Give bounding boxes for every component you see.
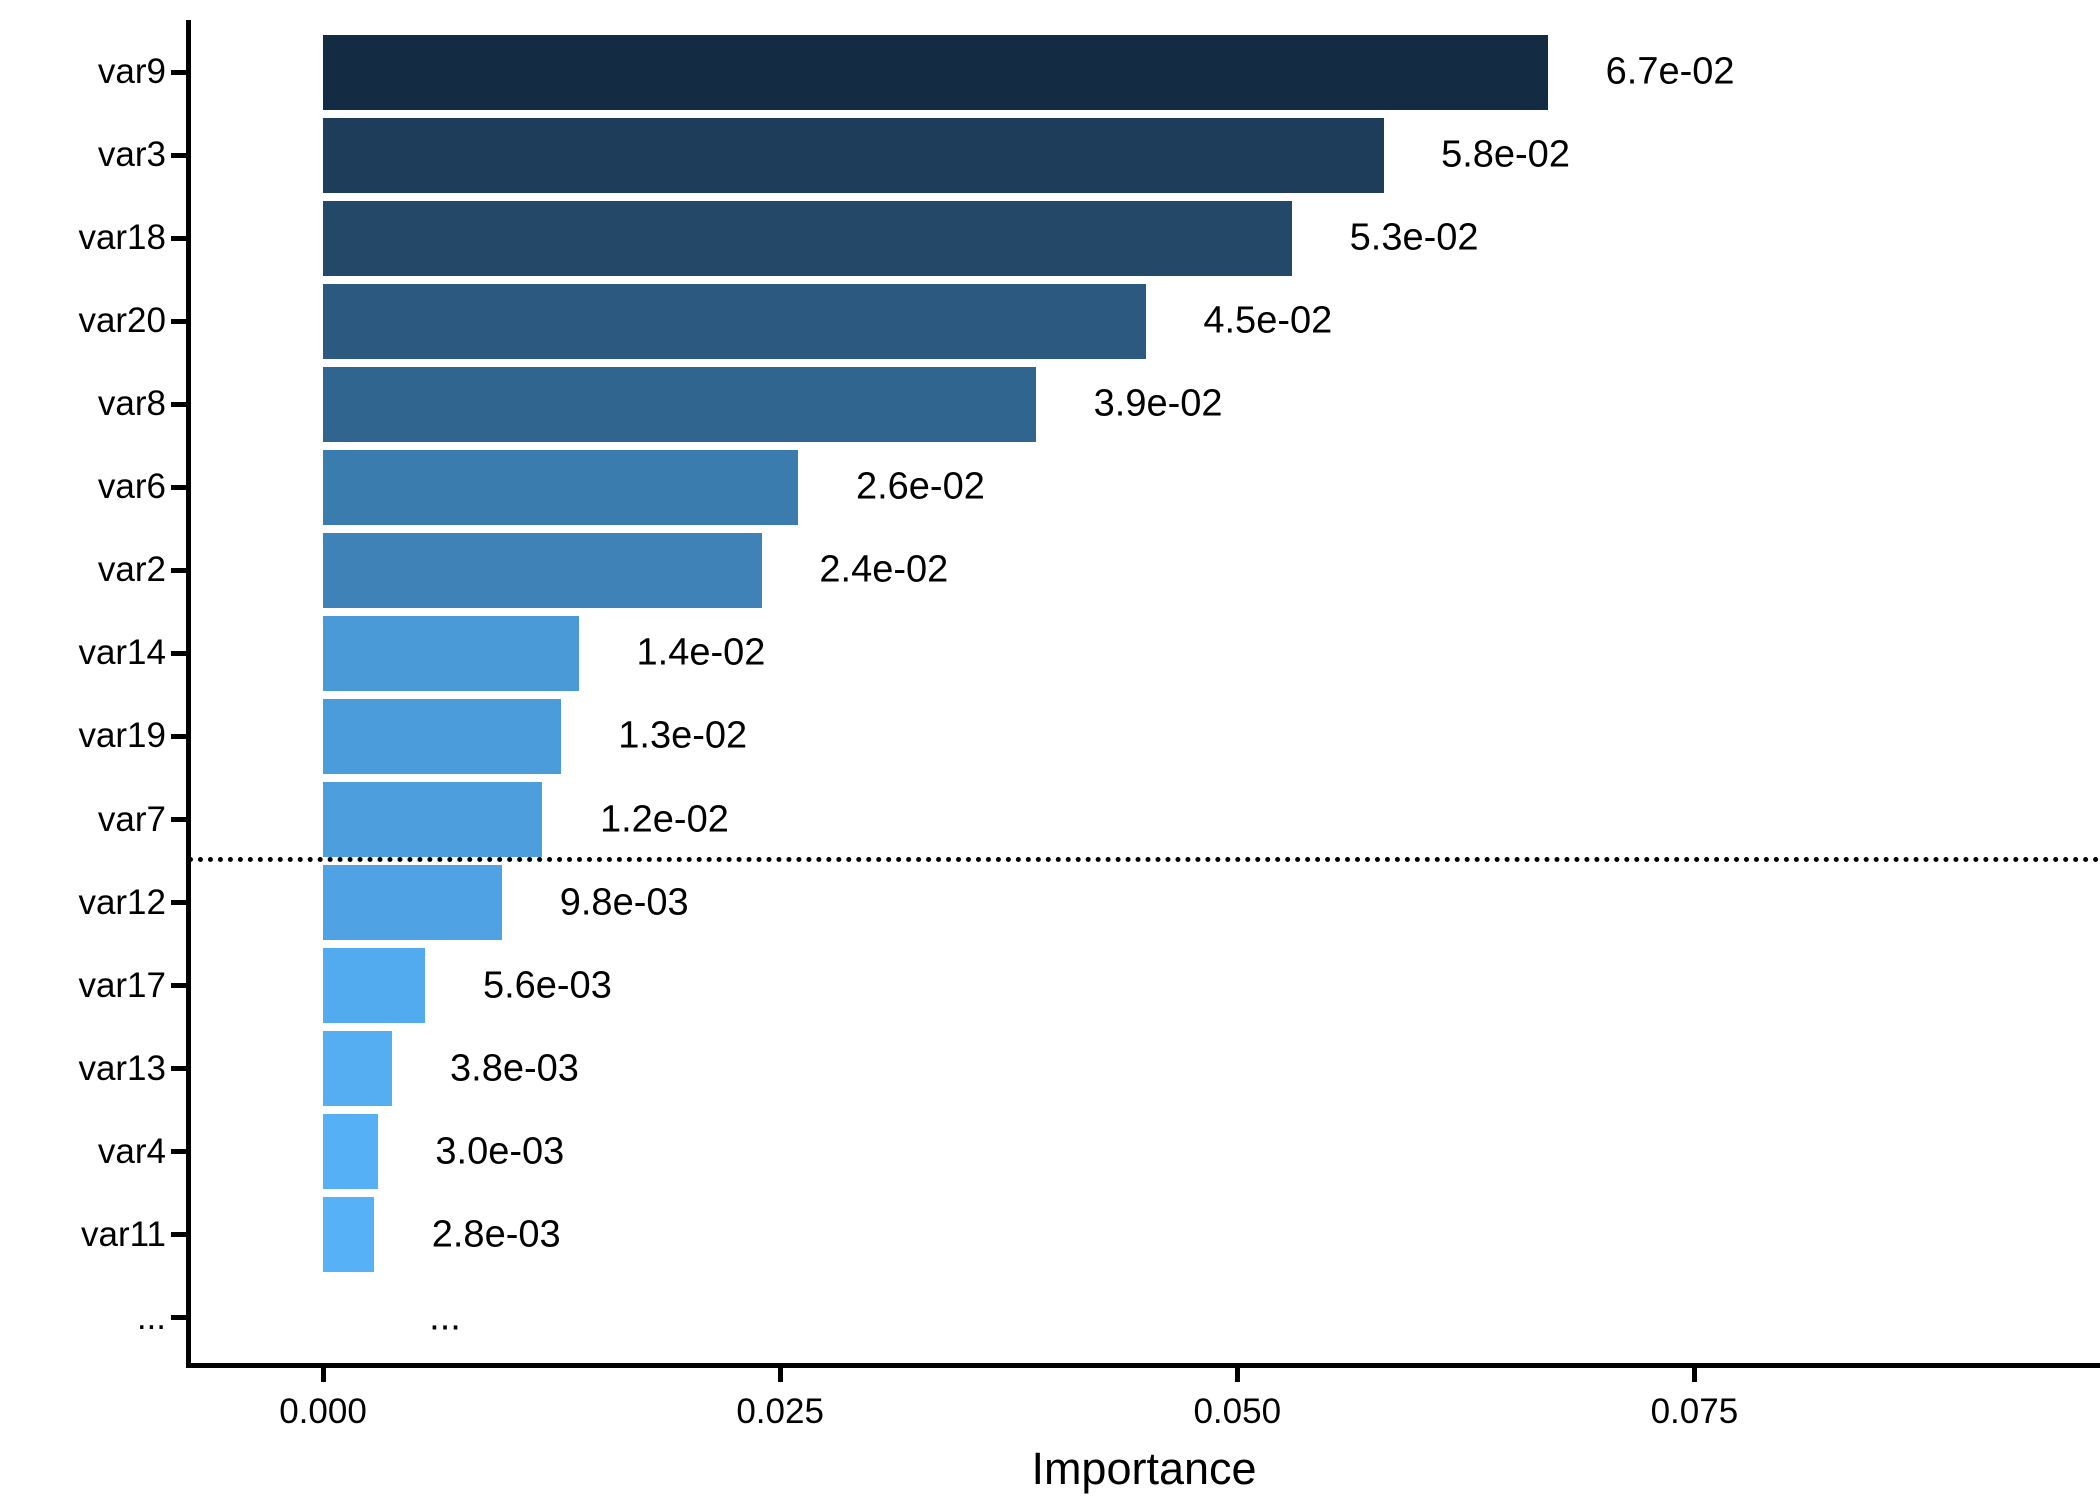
x-tick-0.000 xyxy=(320,1368,326,1382)
x-tick-label-0.000: 0.000 xyxy=(279,1392,367,1431)
value-label-var11: 2.8e-03 xyxy=(431,1213,561,1256)
bar-var6 xyxy=(323,449,799,525)
y-tick-var17 xyxy=(171,983,186,989)
x-axis-line xyxy=(186,1363,2100,1368)
x-tick-label-0.025: 0.025 xyxy=(736,1392,824,1431)
value-label-var14: 1.4e-02 xyxy=(636,631,766,674)
y-axis-label-var19: var19 xyxy=(78,716,166,756)
y-axis-label-var11: var11 xyxy=(81,1214,166,1254)
y-tick-var3 xyxy=(171,152,186,158)
x-tick-0.075 xyxy=(1691,1368,1697,1382)
value-label-var19: 1.3e-02 xyxy=(618,714,748,757)
bar-var4 xyxy=(323,1114,378,1190)
y-tick-var18 xyxy=(171,235,186,241)
y-axis-line xyxy=(186,20,191,1368)
x-tick-0.050 xyxy=(1234,1368,1240,1382)
bar-var3 xyxy=(323,117,1384,193)
y-axis-label-var9: var9 xyxy=(97,52,166,91)
x-tick-0.025 xyxy=(777,1368,783,1382)
value-label-var2: 2.4e-02 xyxy=(819,548,949,591)
y-axis-label-var12: var12 xyxy=(78,882,166,922)
x-tick-label-0.075: 0.075 xyxy=(1650,1392,1739,1431)
bar-var13 xyxy=(323,1031,393,1107)
value-label-var4: 3.0e-03 xyxy=(435,1130,565,1173)
y-axis-label-var6: var6 xyxy=(97,467,166,507)
y-axis-label-var8: var8 xyxy=(97,384,166,424)
y-axis-label-...: ... xyxy=(136,1297,166,1337)
y-axis-label-var20: var20 xyxy=(78,301,166,341)
y-tick-var12 xyxy=(171,900,186,906)
y-axis-label-var4: var4 xyxy=(97,1131,166,1171)
y-axis-label-var17: var17 xyxy=(78,965,166,1005)
y-axis-label-var7: var7 xyxy=(97,799,166,839)
y-tick-var20 xyxy=(171,318,186,324)
value-label-var18: 5.3e-02 xyxy=(1349,216,1479,259)
bar-var7 xyxy=(323,782,543,858)
y-axis-label-var14: var14 xyxy=(78,633,166,673)
threshold-dotted-line xyxy=(188,857,2100,862)
bar-var20 xyxy=(323,283,1146,359)
x-axis-title: Importance xyxy=(1031,1443,1257,1494)
bar-var14 xyxy=(323,615,579,691)
bar-var2 xyxy=(323,532,762,608)
bar-var9 xyxy=(323,34,1549,110)
value-label-var6: 2.6e-02 xyxy=(855,465,985,508)
y-tick-var8 xyxy=(171,401,186,407)
value-label-var12: 9.8e-03 xyxy=(559,881,689,924)
value-label-...: ... xyxy=(429,1296,461,1339)
x-tick-label-0.050: 0.050 xyxy=(1193,1392,1282,1431)
y-axis-label-var18: var18 xyxy=(78,218,166,258)
y-tick-var19 xyxy=(171,733,186,739)
y-tick-var13 xyxy=(171,1066,186,1072)
y-tick-var11 xyxy=(171,1232,186,1238)
y-axis-label-var13: var13 xyxy=(78,1048,166,1088)
value-label-var17: 5.6e-03 xyxy=(482,964,612,1007)
y-tick-var14 xyxy=(171,650,186,656)
bar-var8 xyxy=(323,366,1037,442)
y-tick-... xyxy=(171,1315,186,1321)
y-axis-label-var2: var2 xyxy=(97,550,166,590)
value-label-var20: 4.5e-02 xyxy=(1203,299,1333,342)
bar-var11 xyxy=(323,1197,375,1273)
value-label-var13: 3.8e-03 xyxy=(450,1047,579,1090)
y-axis-label-var3: var3 xyxy=(97,135,166,175)
bar-var17 xyxy=(323,948,426,1024)
y-tick-var4 xyxy=(171,1149,186,1155)
bar-var19 xyxy=(323,698,561,774)
bar-var18 xyxy=(323,200,1293,276)
bar-var12 xyxy=(323,865,503,941)
y-tick-var9 xyxy=(171,69,186,75)
value-label-var8: 3.9e-02 xyxy=(1093,382,1223,425)
y-tick-var6 xyxy=(171,484,186,490)
value-label-var9: 6.7e-02 xyxy=(1605,50,1735,93)
y-tick-var2 xyxy=(171,567,186,573)
value-label-var7: 1.2e-02 xyxy=(599,798,729,841)
y-tick-var7 xyxy=(171,817,186,823)
value-label-var3: 5.8e-02 xyxy=(1441,133,1570,176)
